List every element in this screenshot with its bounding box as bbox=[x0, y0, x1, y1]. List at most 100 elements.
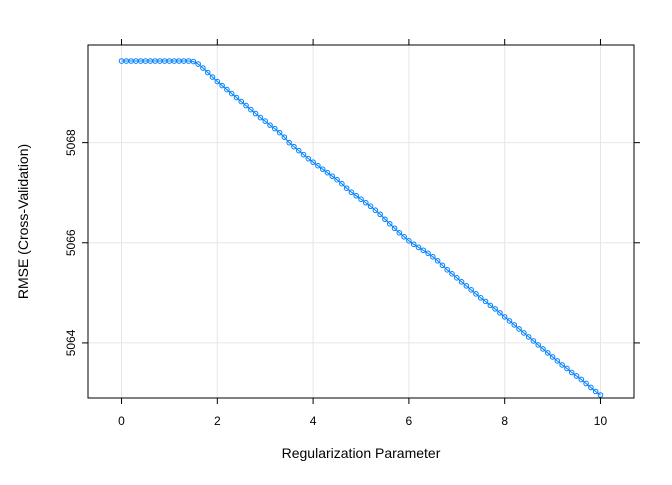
data-point bbox=[310, 159, 316, 165]
data-point bbox=[444, 267, 451, 273]
x-tick-label: 6 bbox=[406, 414, 413, 428]
data-point bbox=[530, 338, 537, 344]
data-point bbox=[492, 306, 498, 312]
grid bbox=[88, 45, 634, 398]
data-point bbox=[597, 392, 604, 398]
data-point bbox=[195, 61, 201, 67]
data-point bbox=[382, 216, 388, 223]
data-point bbox=[209, 74, 216, 80]
data-point bbox=[324, 169, 331, 176]
data-point bbox=[559, 362, 565, 368]
data-point bbox=[449, 271, 455, 277]
data-point bbox=[228, 90, 235, 97]
data-point bbox=[362, 199, 369, 206]
data-point bbox=[588, 384, 594, 391]
data-point bbox=[511, 322, 518, 328]
data-point bbox=[578, 376, 585, 383]
data-point bbox=[415, 244, 422, 251]
data-point bbox=[219, 82, 225, 89]
data-point bbox=[204, 69, 211, 76]
data-point bbox=[501, 314, 508, 320]
data-point bbox=[458, 279, 465, 285]
data-point bbox=[358, 196, 364, 203]
data-point bbox=[420, 247, 427, 254]
data-point bbox=[506, 318, 513, 324]
series-line bbox=[121, 60, 601, 396]
data-point bbox=[252, 110, 259, 117]
data-point bbox=[396, 229, 403, 236]
data-point bbox=[267, 122, 273, 128]
data-point bbox=[233, 94, 240, 101]
data-point bbox=[305, 155, 312, 162]
data-point bbox=[348, 189, 355, 196]
data-point bbox=[238, 98, 245, 105]
x-tick-label: 8 bbox=[501, 414, 508, 428]
x-tick-label: 10 bbox=[594, 414, 608, 428]
data-point bbox=[487, 302, 494, 309]
data-point bbox=[262, 118, 269, 124]
data-point bbox=[482, 298, 489, 305]
data-point bbox=[477, 295, 484, 301]
data-point bbox=[468, 287, 474, 293]
data-point bbox=[295, 147, 302, 154]
data-point bbox=[544, 350, 551, 356]
plot-frame bbox=[87, 44, 635, 399]
data-point bbox=[430, 253, 436, 260]
data-point bbox=[568, 369, 575, 376]
data-point bbox=[473, 291, 479, 297]
y-tick-label: 5068 bbox=[64, 129, 78, 156]
data-point bbox=[300, 151, 307, 158]
data-point bbox=[315, 162, 321, 169]
data-point bbox=[319, 166, 326, 172]
data-point bbox=[434, 258, 441, 264]
data-point bbox=[497, 310, 503, 316]
y-tick-label: 5064 bbox=[64, 329, 78, 356]
x-tick-label: 2 bbox=[214, 414, 221, 428]
y-tick-label: 5066 bbox=[64, 229, 78, 256]
data-point bbox=[334, 176, 340, 183]
data-point bbox=[291, 143, 297, 150]
data-point bbox=[367, 203, 374, 210]
data-point bbox=[243, 102, 249, 109]
y-axis-label: RMSE (Cross-Validation) bbox=[15, 144, 31, 299]
data-point bbox=[353, 192, 360, 199]
data-point bbox=[281, 134, 288, 140]
x-tick-label: 0 bbox=[118, 414, 125, 428]
data-point bbox=[592, 388, 599, 395]
data-point bbox=[190, 58, 197, 65]
x-tick-label: 4 bbox=[310, 414, 317, 428]
data-point bbox=[549, 354, 556, 360]
data-point bbox=[276, 129, 283, 136]
data-point bbox=[439, 262, 446, 269]
data-point bbox=[463, 283, 470, 289]
data-point bbox=[535, 342, 542, 348]
data-point bbox=[525, 334, 532, 340]
data-point bbox=[554, 358, 561, 364]
data-point bbox=[406, 237, 412, 244]
data-point bbox=[540, 346, 546, 352]
data-point bbox=[425, 250, 431, 257]
data-point bbox=[521, 330, 527, 336]
data-point bbox=[516, 326, 522, 332]
data-point bbox=[372, 207, 379, 214]
x-axis-label: Regularization Parameter bbox=[282, 445, 441, 461]
data-point bbox=[248, 106, 254, 113]
data-point bbox=[224, 86, 230, 93]
data-point bbox=[386, 220, 393, 227]
data-point bbox=[257, 114, 264, 121]
data-point bbox=[410, 241, 417, 248]
data-point bbox=[214, 78, 221, 85]
data-point bbox=[391, 225, 398, 232]
data-point bbox=[339, 180, 345, 187]
data-point bbox=[453, 275, 460, 281]
data-point bbox=[377, 211, 383, 218]
series-layer bbox=[118, 58, 604, 398]
data-point bbox=[583, 380, 589, 387]
data-point bbox=[286, 139, 292, 146]
data-point bbox=[573, 373, 580, 379]
data-point bbox=[343, 185, 350, 192]
data-point bbox=[329, 173, 336, 179]
ticks: 0 2 4 6 8 10 5064 5066 5068 bbox=[64, 39, 640, 428]
